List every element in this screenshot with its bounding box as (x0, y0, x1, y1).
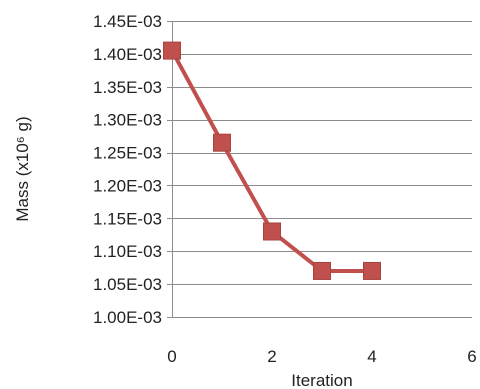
y-tick-label-5: 1.25E-03 (93, 144, 162, 163)
y-tick-label-0: 1.00E-03 (93, 308, 162, 327)
y-tick-label-3: 1.15E-03 (93, 209, 162, 228)
y-tick-label-2: 1.10E-03 (93, 242, 162, 261)
x-tick-label-0: 0 (167, 347, 176, 366)
data-point-0-1 (213, 133, 231, 152)
data-point-0-0 (163, 41, 181, 60)
y-tick-label-4: 1.20E-03 (93, 176, 162, 195)
series-group (163, 41, 381, 280)
y-tick-labels: 1.00E-03 1.05E-03 1.10E-03 1.15E-03 1.20E-03… (93, 12, 162, 327)
y-tick-label-9: 1.45E-03 (93, 12, 162, 31)
y-tick-label-8: 1.40E-03 (93, 45, 162, 64)
x-tick-labels: 0 2 4 6 (167, 347, 476, 366)
gridlines (172, 21, 472, 318)
x-tick-label-2: 4 (367, 347, 376, 366)
data-point-0-4 (363, 261, 381, 280)
x-axis-title: Iteration (291, 371, 352, 389)
x-tick-label-3: 6 (467, 347, 476, 366)
data-point-0-3 (313, 261, 331, 280)
axes (167, 21, 173, 318)
y-tick-label-7: 1.35E-03 (93, 78, 162, 97)
y-tick-label-6: 1.30E-03 (93, 111, 162, 130)
y-tick-label-1: 1.05E-03 (93, 275, 162, 294)
x-tick-label-1: 2 (267, 347, 276, 366)
data-point-0-2 (263, 222, 281, 241)
y-axis-title: Mass (x10⁶ g) (13, 116, 32, 221)
